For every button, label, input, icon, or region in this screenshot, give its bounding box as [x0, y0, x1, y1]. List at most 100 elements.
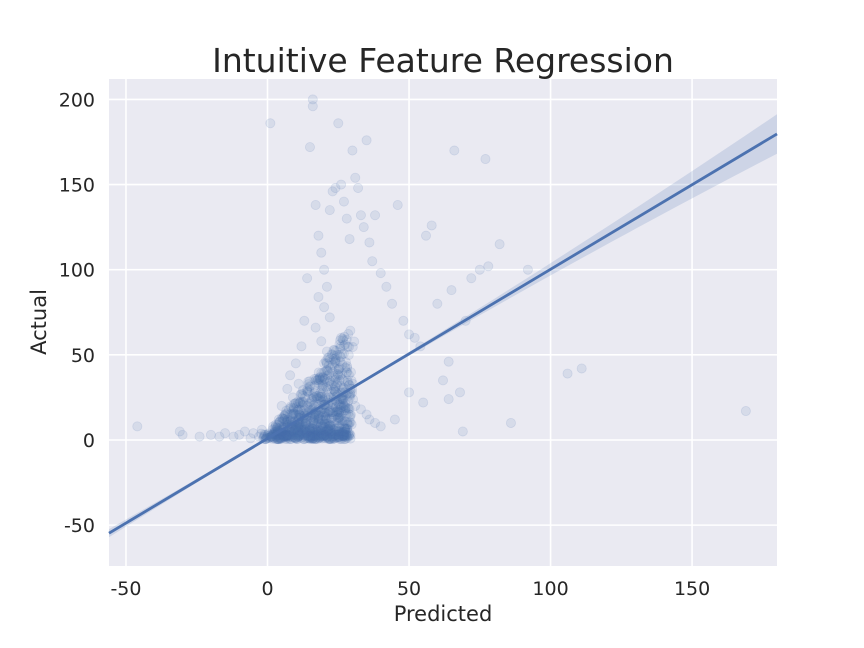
- data-point: [306, 394, 317, 405]
- data-point: [323, 421, 334, 432]
- data-point: [285, 427, 296, 438]
- data-point: [281, 429, 292, 440]
- data-point: [279, 410, 290, 421]
- data-point: [268, 421, 279, 432]
- data-point: [317, 421, 328, 432]
- data-point: [299, 315, 310, 326]
- data-point: [300, 430, 311, 441]
- data-point: [443, 394, 454, 405]
- data-point: [494, 239, 505, 250]
- data-point: [323, 426, 334, 437]
- data-point: [325, 417, 336, 428]
- data-point: [308, 425, 319, 436]
- data-point: [311, 391, 322, 402]
- data-point: [285, 429, 296, 440]
- data-point: [325, 363, 336, 374]
- data-point: [330, 401, 341, 412]
- data-point: [301, 428, 312, 439]
- data-point: [315, 431, 326, 442]
- data-point: [332, 369, 343, 380]
- data-point: [319, 418, 330, 429]
- data-point: [320, 429, 331, 440]
- data-point: [327, 407, 338, 418]
- data-point: [332, 409, 343, 420]
- data-point: [304, 433, 315, 444]
- scatter-points: [132, 94, 751, 445]
- data-point: [299, 424, 310, 435]
- data-point: [335, 341, 346, 352]
- data-point: [340, 429, 351, 440]
- data-point: [334, 431, 345, 442]
- data-point: [309, 414, 320, 425]
- data-point: [345, 412, 356, 423]
- data-point: [334, 400, 345, 411]
- data-point: [286, 434, 297, 445]
- data-point: [289, 398, 300, 409]
- data-point: [327, 407, 338, 418]
- plot-area: [109, 79, 777, 566]
- data-point: [284, 431, 295, 442]
- data-point: [325, 405, 336, 416]
- data-point: [329, 433, 340, 444]
- data-point: [316, 391, 327, 402]
- data-point: [299, 424, 310, 435]
- data-point: [342, 402, 353, 413]
- data-point: [318, 382, 329, 393]
- data-point: [291, 427, 302, 438]
- data-point: [344, 390, 355, 401]
- data-point: [333, 431, 344, 442]
- data-point: [311, 418, 322, 429]
- data-point: [322, 370, 333, 381]
- data-point: [333, 422, 344, 433]
- data-point: [364, 237, 375, 248]
- data-point: [341, 334, 352, 345]
- data-point: [289, 432, 300, 443]
- data-point: [316, 428, 327, 439]
- data-point: [345, 367, 356, 378]
- data-point: [330, 375, 341, 386]
- data-point: [310, 434, 321, 445]
- data-point: [364, 414, 375, 425]
- data-point: [342, 417, 353, 428]
- data-point: [418, 397, 429, 408]
- data-point: [318, 431, 329, 442]
- data-point: [330, 429, 341, 440]
- data-point: [314, 374, 325, 385]
- data-point: [339, 424, 350, 435]
- data-point: [334, 428, 345, 439]
- data-point: [293, 431, 304, 442]
- data-point: [353, 182, 364, 193]
- data-point: [335, 402, 346, 413]
- data-point: [333, 429, 344, 440]
- data-point: [318, 432, 329, 443]
- data-point: [265, 118, 276, 129]
- data-point: [341, 402, 352, 413]
- data-point: [279, 415, 290, 426]
- data-point: [280, 430, 291, 441]
- data-point: [318, 430, 329, 441]
- data-point: [327, 429, 338, 440]
- data-point: [315, 425, 326, 436]
- data-point: [313, 414, 324, 425]
- data-point: [307, 430, 318, 441]
- data-point: [321, 358, 332, 369]
- data-point: [355, 210, 366, 221]
- data-point: [324, 433, 335, 444]
- data-point: [338, 429, 349, 440]
- data-point: [314, 391, 325, 402]
- data-point: [327, 186, 338, 197]
- data-point: [272, 434, 283, 445]
- data-point: [323, 366, 334, 377]
- data-point: [338, 428, 349, 439]
- data-point: [303, 376, 314, 387]
- data-point: [310, 428, 321, 439]
- data-point: [302, 383, 313, 394]
- data-point: [228, 431, 239, 442]
- data-point: [342, 423, 353, 434]
- data-point: [324, 375, 335, 386]
- data-point: [321, 424, 332, 435]
- data-point: [329, 362, 340, 373]
- data-point: [338, 431, 349, 442]
- data-point: [256, 428, 267, 439]
- data-point: [316, 419, 327, 430]
